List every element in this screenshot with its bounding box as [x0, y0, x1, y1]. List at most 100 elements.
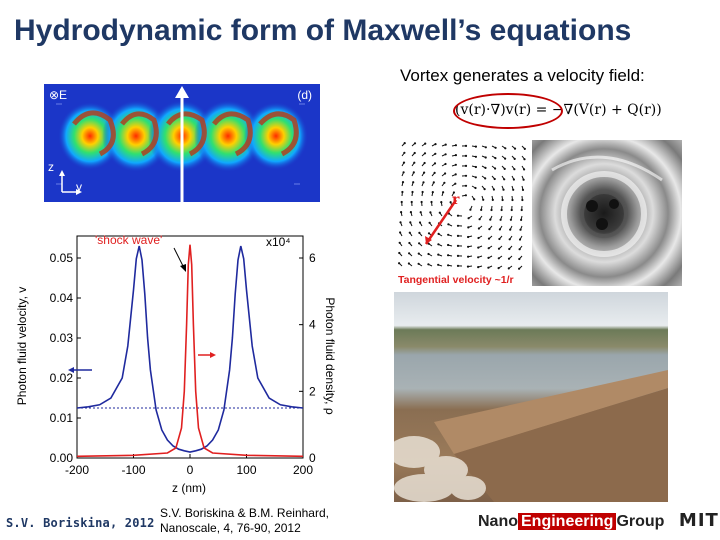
vector-arrowhead: [469, 208, 472, 211]
vector-arrowhead: [447, 264, 450, 267]
vector-arrowhead: [522, 178, 525, 181]
blue-series-arrow: [68, 367, 92, 373]
drain-vortex-photo: [532, 140, 682, 286]
nano-engineering-logo: Nano Engineering Group MIT: [478, 510, 719, 531]
vector-arrowhead: [484, 177, 487, 180]
vector-arrowhead: [500, 208, 503, 212]
vector-arrowhead: [511, 198, 514, 202]
vector-arrowhead: [411, 190, 414, 194]
footer-citation: S.V. Boriskina & B.M. Reinhard, Nanoscal…: [160, 506, 329, 536]
vector-arrowhead: [456, 254, 460, 257]
vector-arrowhead: [407, 262, 410, 265]
vector-arrowhead: [492, 188, 495, 191]
vortex-field-panel: r Tangential velocity ~1/r: [396, 140, 530, 288]
vector-arrowhead: [408, 231, 411, 234]
vector-arrowhead: [494, 167, 497, 170]
vector-arrowhead: [399, 231, 402, 234]
vector-arrowhead: [513, 168, 516, 171]
vector-arrowhead: [518, 238, 522, 241]
vector-arrowhead: [474, 155, 477, 158]
vector-arrowhead: [440, 201, 443, 204]
vector-arrowhead: [401, 190, 404, 194]
vector-arrowhead: [487, 237, 491, 240]
vector-arrowhead: [403, 142, 406, 145]
vector-arrowhead: [507, 267, 510, 270]
vector-arrowhead: [433, 162, 437, 165]
vector-arrowhead: [467, 217, 470, 220]
vector-arrowhead: [510, 208, 513, 212]
vector-arrowhead: [398, 241, 401, 244]
shock-wave-arrow: [173, 247, 186, 272]
density-series-line: [76, 244, 304, 458]
vector-arrowhead: [523, 147, 526, 150]
x-tick-label: -100: [121, 463, 145, 477]
y2-tick-label: 6: [309, 251, 316, 265]
vector-arrowhead: [437, 263, 440, 266]
vector-arrowhead: [498, 228, 501, 231]
y-tick-label: 0.03: [50, 331, 74, 345]
vector-arrowhead: [444, 153, 447, 156]
x-tick-label: 0: [187, 463, 194, 477]
vector-arrowhead: [419, 211, 422, 214]
vector-arrowhead: [464, 144, 468, 147]
slide-title: Hydrodynamic form of Maxwell’s equations: [14, 14, 632, 47]
y-tick-label: 0.05: [50, 251, 74, 265]
vector-arrowhead: [442, 191, 445, 194]
chart-ylabel: Photon fluid velocity, v: [15, 287, 29, 406]
vector-arrowhead: [477, 227, 480, 230]
vector-arrowhead: [467, 255, 470, 258]
vector-arrowhead: [427, 252, 430, 256]
vector-arrowhead: [398, 262, 401, 265]
y-tick-label: 0.02: [50, 371, 74, 385]
vector-arrowhead: [497, 267, 500, 270]
vector-arrowhead: [447, 243, 450, 247]
vector-arrowhead: [401, 181, 405, 184]
vector-arrowhead: [467, 245, 470, 248]
vector-arrowhead: [464, 174, 468, 177]
axis-y-label: y: [76, 180, 82, 194]
chart-y2-multiplier: x10⁴: [266, 235, 291, 249]
vector-arrowhead: [518, 257, 521, 261]
vector-arrowhead: [409, 221, 412, 224]
vector-arrowhead: [503, 178, 506, 181]
vector-arrowhead: [429, 211, 432, 214]
vector-arrowhead: [443, 181, 446, 184]
citation-line-2: Nanoscale, 4, 76-90, 2012: [160, 521, 301, 535]
y2-tick-label: 0: [309, 451, 316, 465]
vortex-vector-field: [398, 142, 526, 270]
photon-fluid-chart: -200 -100 0 100 200 0.00 0.01 0.02 0.03 0.04 0.05 0…: [15, 233, 337, 495]
shock-wave-annotation: 'shock wave': [95, 233, 162, 247]
vector-arrowhead: [467, 226, 470, 229]
vector-arrowhead: [437, 243, 440, 246]
vector-arrowhead: [418, 221, 422, 224]
vector-arrowhead: [509, 228, 512, 231]
slide-subtitle: Vortex generates a velocity field:: [400, 66, 645, 85]
vector-arrowhead: [474, 186, 477, 190]
vector-arrowhead: [444, 172, 447, 175]
y-tick-label: 0.00: [50, 451, 74, 465]
vector-arrowhead: [408, 252, 411, 255]
footer-author: S.V. Boriskina, 2012: [6, 516, 155, 530]
vector-arrowhead: [402, 171, 405, 174]
vector-arrowhead: [456, 224, 460, 227]
vector-arrowhead: [433, 171, 436, 174]
vector-arrowhead: [447, 254, 450, 257]
vector-arrowhead: [521, 188, 525, 191]
vector-arrowhead: [504, 147, 507, 150]
vector-arrowhead: [464, 164, 468, 167]
vector-arrowhead: [493, 177, 496, 181]
vector-arrowhead: [523, 158, 526, 161]
vector-arrowhead: [477, 236, 480, 240]
vector-arrowhead: [428, 221, 431, 224]
vector-arrowhead: [477, 266, 480, 269]
vector-arrowhead: [484, 146, 487, 149]
vector-arrowhead: [454, 163, 457, 166]
vector-arrowhead: [487, 266, 490, 269]
vector-arrowhead: [420, 200, 423, 204]
vector-arrowhead: [484, 156, 487, 159]
vector-arrowhead: [473, 198, 476, 201]
vector-arrowhead: [478, 218, 481, 221]
vector-arrowhead: [508, 247, 511, 251]
chart-y2label: Photon fluid density, ρ: [323, 297, 337, 415]
vector-arrowhead: [452, 191, 455, 194]
